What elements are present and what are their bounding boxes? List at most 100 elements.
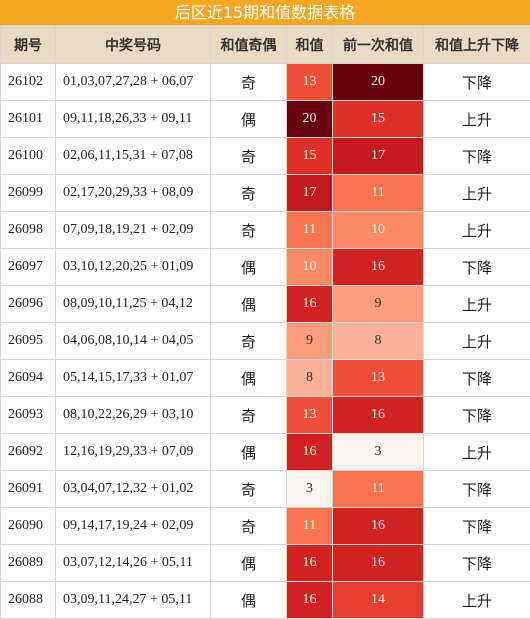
sum-parity: 奇 <box>210 211 287 249</box>
table-row: 26095 04,06,08,10,14 + 04,05 奇 9 8 上升 <box>0 322 530 360</box>
sum-trend: 下降 <box>423 396 530 434</box>
previous-sum: 10 <box>332 211 424 249</box>
previous-sum: 13 <box>332 359 424 397</box>
sum-trend: 上升 <box>423 285 530 323</box>
period: 26095 <box>0 322 56 360</box>
sum: 20 <box>286 100 333 138</box>
sum-trend: 下降 <box>423 359 530 397</box>
previous-sum: 9 <box>332 285 424 323</box>
winning-numbers: 02,17,20,29,33 + 08,09 <box>55 174 211 212</box>
sum-trend: 上升 <box>423 581 530 619</box>
previous-sum: 16 <box>332 507 424 545</box>
column-header: 和值上升下降 <box>423 25 530 64</box>
table-row: 26090 09,14,17,19,24 + 02,09 奇 11 16 下降 <box>0 507 530 545</box>
sum-parity: 奇 <box>210 396 287 434</box>
table-row: 26094 05,14,15,17,33 + 01,07 偶 8 13 下降 <box>0 359 530 397</box>
previous-sum: 20 <box>332 63 424 101</box>
table-row: 26088 03,09,11,24,27 + 05,11 偶 16 14 上升 <box>0 581 530 619</box>
sum-trend: 下降 <box>423 544 530 582</box>
table-row: 26092 12,16,19,29,33 + 07,09 偶 16 3 上升 <box>0 433 530 471</box>
period: 26102 <box>0 63 56 101</box>
sum: 11 <box>286 507 333 545</box>
sum-trend: 上升 <box>423 100 530 138</box>
sum-trend: 下降 <box>423 507 530 545</box>
winning-numbers: 08,09,10,11,25 + 04,12 <box>55 285 211 323</box>
sum-trend: 上升 <box>423 433 530 471</box>
sum-parity: 奇 <box>210 63 287 101</box>
previous-sum: 16 <box>332 248 424 286</box>
winning-numbers: 03,04,07,12,32 + 01,02 <box>55 470 211 508</box>
winning-numbers: 03,10,12,20,25 + 01,09 <box>55 248 211 286</box>
sum: 9 <box>286 322 333 360</box>
table-row: 26089 03,07,12,14,26 + 05,11 偶 16 16 下降 <box>0 544 530 582</box>
column-header: 和值 <box>286 25 333 64</box>
winning-numbers: 01,03,07,27,28 + 06,07 <box>55 63 211 101</box>
sum-parity: 奇 <box>210 322 287 360</box>
sum: 16 <box>286 544 333 582</box>
table-row: 26096 08,09,10,11,25 + 04,12 偶 16 9 上升 <box>0 285 530 323</box>
table-row: 26093 08,10,22,26,29 + 03,10 奇 13 16 下降 <box>0 396 530 434</box>
sum-parity: 偶 <box>210 285 287 323</box>
previous-sum: 16 <box>332 396 424 434</box>
previous-sum: 3 <box>332 433 424 471</box>
previous-sum: 16 <box>332 544 424 582</box>
table-row: 26091 03,04,07,12,32 + 01,02 奇 3 11 下降 <box>0 470 530 508</box>
sum-parity: 奇 <box>210 507 287 545</box>
previous-sum: 17 <box>332 137 424 175</box>
period: 26093 <box>0 396 56 434</box>
table-row: 26100 02,06,11,15,31 + 07,08 奇 15 17 下降 <box>0 137 530 175</box>
sum-trend: 下降 <box>423 137 530 175</box>
previous-sum: 8 <box>332 322 424 360</box>
winning-numbers: 02,06,11,15,31 + 07,08 <box>55 137 211 175</box>
sum: 16 <box>286 285 333 323</box>
column-header: 中奖号码 <box>55 25 211 64</box>
sum-trend: 下降 <box>423 63 530 101</box>
column-header: 前一次和值 <box>332 25 424 64</box>
previous-sum: 11 <box>332 174 424 212</box>
sum: 3 <box>286 470 333 508</box>
sum-trend: 上升 <box>423 174 530 212</box>
period: 26091 <box>0 470 56 508</box>
sum-trend: 上升 <box>423 211 530 249</box>
sum-parity: 奇 <box>210 137 287 175</box>
sum-table: 期号 中奖号码 和值奇偶 和值 前一次和值 和值上升下降 26102 01,03,07,27… <box>0 25 530 619</box>
sum: 13 <box>286 63 333 101</box>
sum-parity: 偶 <box>210 359 287 397</box>
sum-parity: 偶 <box>210 544 287 582</box>
sum-parity: 偶 <box>210 581 287 619</box>
winning-numbers: 03,09,11,24,27 + 05,11 <box>55 581 211 619</box>
period: 26096 <box>0 285 56 323</box>
sum: 16 <box>286 581 333 619</box>
sum-parity: 偶 <box>210 433 287 471</box>
sum-trend: 下降 <box>423 248 530 286</box>
previous-sum: 14 <box>332 581 424 619</box>
sum-trend: 下降 <box>423 470 530 508</box>
period: 26100 <box>0 137 56 175</box>
period: 26089 <box>0 544 56 582</box>
winning-numbers: 03,07,12,14,26 + 05,11 <box>55 544 211 582</box>
sum-parity: 奇 <box>210 470 287 508</box>
table-row: 26098 07,09,18,19,21 + 02,09 奇 11 10 上升 <box>0 211 530 249</box>
winning-numbers: 09,11,18,26,33 + 09,11 <box>55 100 211 138</box>
winning-numbers: 08,10,22,26,29 + 03,10 <box>55 396 211 434</box>
table-row: 26101 09,11,18,26,33 + 09,11 偶 20 15 上升 <box>0 100 530 138</box>
winning-numbers: 07,09,18,19,21 + 02,09 <box>55 211 211 249</box>
header-row: 期号 中奖号码 和值奇偶 和值 前一次和值 和值上升下降 <box>0 25 530 64</box>
sum: 15 <box>286 137 333 175</box>
period: 26098 <box>0 211 56 249</box>
winning-numbers: 09,14,17,19,24 + 02,09 <box>55 507 211 545</box>
period: 26099 <box>0 174 56 212</box>
period: 26092 <box>0 433 56 471</box>
previous-sum: 15 <box>332 100 424 138</box>
table-row: 26097 03,10,12,20,25 + 01,09 偶 10 16 下降 <box>0 248 530 286</box>
winning-numbers: 05,14,15,17,33 + 01,07 <box>55 359 211 397</box>
previous-sum: 11 <box>332 470 424 508</box>
period: 26094 <box>0 359 56 397</box>
sum-parity: 奇 <box>210 174 287 212</box>
period: 26101 <box>0 100 56 138</box>
sum: 17 <box>286 174 333 212</box>
sum: 10 <box>286 248 333 286</box>
period: 26090 <box>0 507 56 545</box>
period: 26097 <box>0 248 56 286</box>
